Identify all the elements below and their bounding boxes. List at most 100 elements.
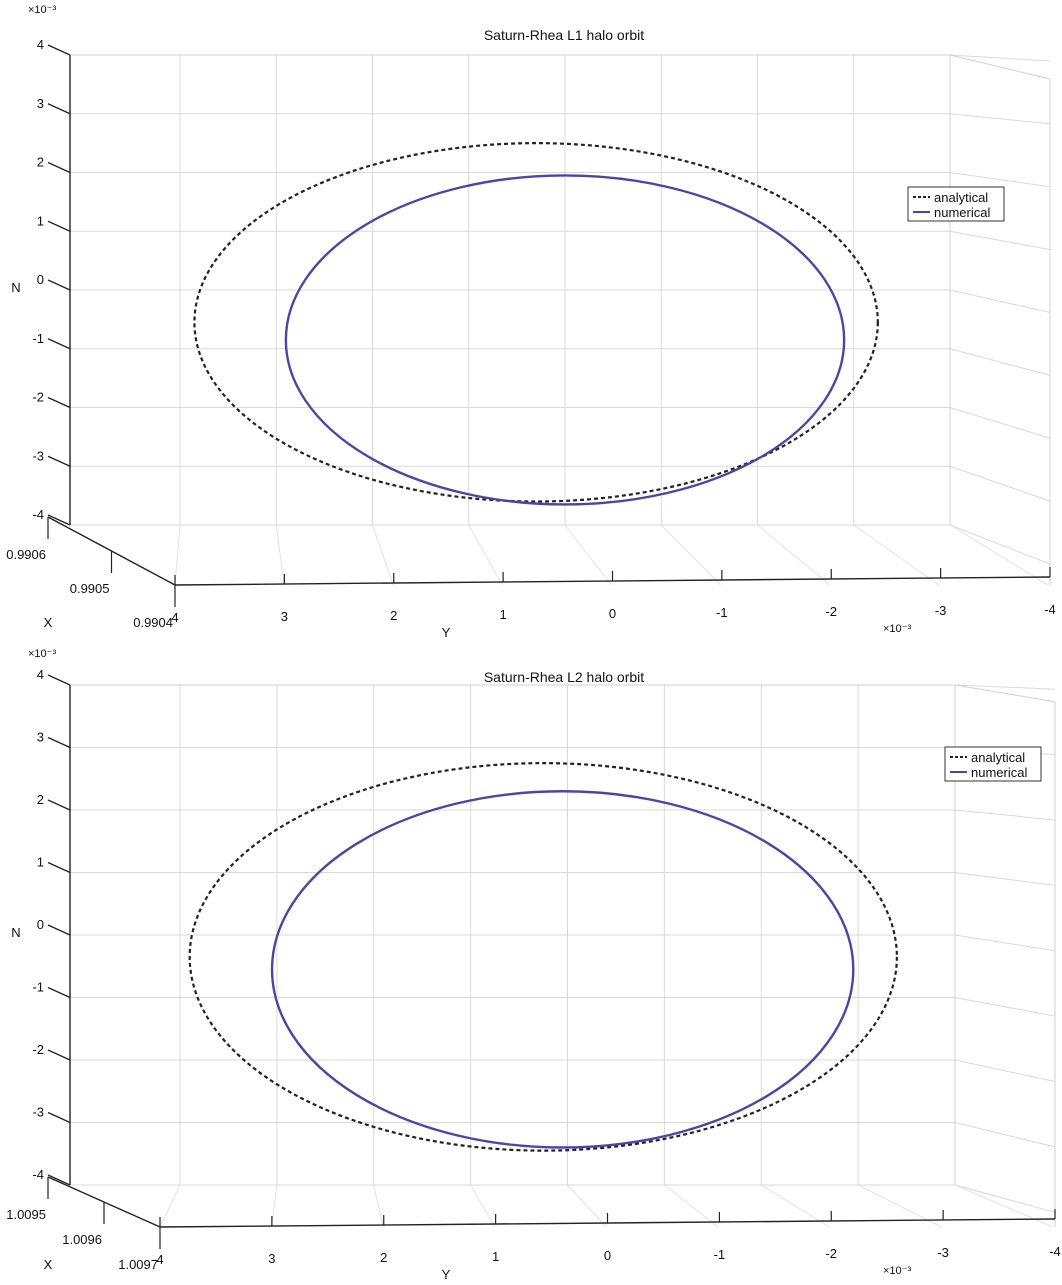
x-axis-label: X [44, 615, 53, 630]
n-axis-tick [47, 514, 71, 526]
n-tick-label: -1 [32, 331, 44, 346]
grid-line-side [949, 113, 1051, 125]
n-axis-tick [47, 279, 71, 291]
grid-line-floor [760, 1184, 831, 1228]
orbit-numerical [284, 174, 846, 506]
legend-label-numerical: numerical [934, 205, 990, 220]
n-tick-label: 2 [37, 792, 44, 807]
grid-line-floor [853, 524, 940, 586]
n-tick-label: -4 [32, 1167, 44, 1182]
x-tick-label: 1.0097 [118, 1257, 158, 1272]
n-tick-label: 1 [37, 213, 44, 228]
y-tick-label: 4 [156, 1252, 163, 1267]
n-tick-label: 3 [37, 730, 44, 745]
n-axis-tick [47, 455, 71, 467]
x-tick-label: 1.0095 [6, 1207, 46, 1222]
orbit-numerical [270, 790, 855, 1149]
grid-line-floor [174, 524, 181, 586]
grid-line-side [954, 1059, 1056, 1083]
legend-label-numerical: numerical [971, 765, 1027, 780]
y-tick-label: 2 [380, 1250, 387, 1265]
n-axis-tick [47, 220, 71, 232]
n-axis-exponent: ×10⁻³ [28, 4, 56, 16]
grid-line-floor [470, 1184, 496, 1228]
y-tick-label: 0 [604, 1248, 611, 1263]
y-tick-label: 0 [609, 606, 616, 621]
grid-line-floor [271, 1184, 278, 1228]
chart-panel-1: Saturn-Rhea L1 halo orbit 4 3 2 1 0 -1 -2 -3 -4 N ×… [6, 4, 1056, 640]
grid-line-side [954, 872, 1056, 886]
grid-line-floor [372, 524, 394, 586]
y-tick-label: 3 [281, 609, 288, 624]
grid-line-side [949, 524, 1051, 565]
y-tick-label: 2 [390, 608, 397, 623]
n-axis-tick [47, 1174, 71, 1186]
n-axis-tick [47, 799, 71, 811]
n-axis-tick [47, 161, 71, 174]
n-tick-label: -3 [32, 448, 44, 463]
grid-line-side [949, 289, 1051, 313]
x-axis-label: X [44, 1257, 53, 1272]
grid-line-floor [664, 1184, 719, 1228]
n-tick-label: -3 [32, 1105, 44, 1120]
n-axis-tick [47, 1049, 71, 1061]
n-axis-tick [47, 986, 71, 999]
y-tick-label: -4 [1049, 1244, 1061, 1259]
grid-line-side [954, 684, 1056, 690]
grid-line-side [954, 934, 1056, 952]
x-tick-label: 1.0096 [62, 1232, 102, 1247]
y-axis-label: Y [442, 625, 451, 640]
box-edge [954, 684, 1056, 703]
n-axis-tick [47, 1111, 71, 1124]
legend-box [944, 746, 1042, 782]
legend-label-analytical: analytical [971, 750, 1025, 765]
grid-line-side [949, 230, 1051, 251]
y-axis-label: Y [442, 1267, 451, 1282]
x-tick-label: 0.9905 [70, 581, 110, 596]
n-tick-label: 1 [37, 855, 44, 870]
grid-line-side [949, 465, 1051, 502]
grid-line-side [949, 172, 1051, 188]
y-axis-exponent: ×10⁻³ [883, 623, 911, 635]
grid-line-floor [949, 524, 1049, 586]
n-axis-label: N [11, 925, 20, 940]
grid-line-side [954, 997, 1056, 1017]
n-axis-tick [47, 924, 71, 936]
n-axis-tick [47, 44, 71, 56]
grid-line-floor [660, 524, 721, 586]
y-tick-label: -2 [825, 604, 837, 619]
y-tick-label: -1 [716, 605, 728, 620]
y-tick-label: -1 [714, 1247, 726, 1262]
n-axis-tick [47, 736, 71, 749]
box-edge [949, 54, 1051, 80]
y-tick-label: -3 [937, 1245, 949, 1260]
n-axis-tick [47, 861, 71, 874]
grid-line-floor [373, 1184, 384, 1228]
y-tick-label: -2 [825, 1246, 837, 1261]
grid-line-floor [757, 524, 831, 586]
n-tick-label: -4 [32, 507, 44, 522]
orbit-analytical [193, 142, 879, 503]
y-tick-label: 4 [171, 610, 178, 625]
grid-line-floor [468, 524, 503, 586]
n-axis-exponent: ×10⁻³ [28, 648, 56, 660]
x-tick-label: 0.9906 [6, 547, 46, 562]
y-tick-label: 1 [492, 1249, 499, 1264]
n-tick-label: 0 [37, 917, 44, 932]
grid-line-side [954, 809, 1056, 821]
grid-line-floor [275, 524, 285, 586]
grid-line-floor [954, 1184, 1054, 1228]
n-axis-tick [47, 674, 71, 686]
y-axis-exponent: ×10⁻³ [883, 1265, 911, 1277]
grid-line-side [954, 1184, 1056, 1213]
n-tick-label: 4 [37, 667, 44, 682]
chart-title: Saturn-Rhea L1 halo orbit [484, 27, 644, 43]
y-tick-label: -3 [935, 603, 947, 618]
chart-panel-2: Saturn-Rhea L2 halo orbit 4 3 2 1 0 -1 -2 -3 -4 N ×… [6, 648, 1061, 1282]
n-tick-label: 4 [37, 37, 44, 52]
grid-line-floor [159, 1184, 181, 1228]
grid-line-side [954, 1122, 1056, 1148]
